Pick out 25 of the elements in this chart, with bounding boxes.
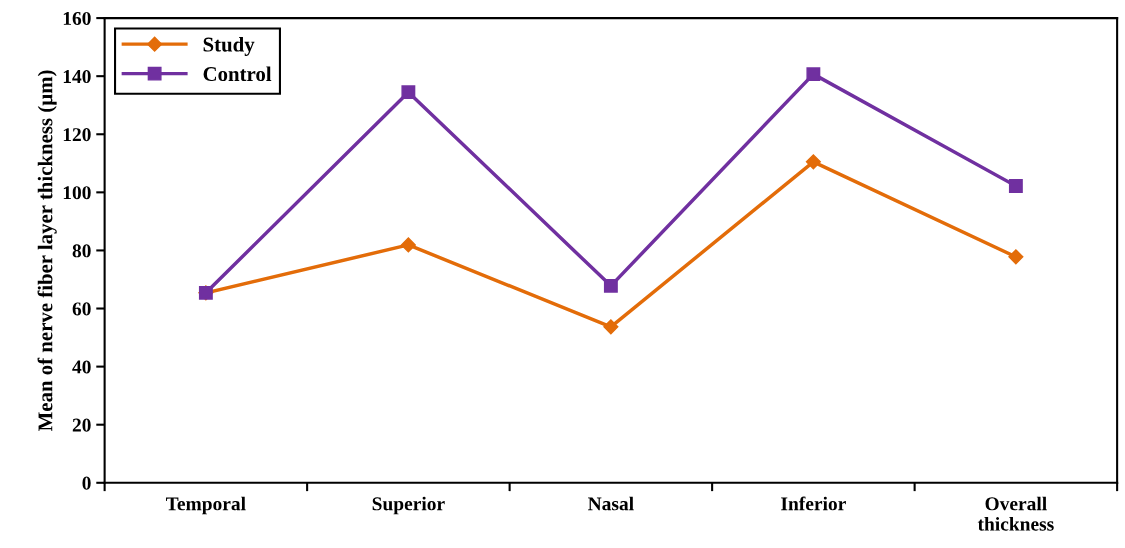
point — [603, 278, 618, 293]
y-tick-label: 40 — [72, 360, 91, 374]
point — [603, 319, 619, 335]
y-tick-label: 140 — [63, 69, 91, 84]
point — [1008, 179, 1023, 193]
x-tick-label: Temporal — [166, 496, 246, 515]
y-tick-label: 160 — [63, 11, 91, 26]
y-tick-label: 0 — [82, 476, 91, 490]
point — [806, 67, 821, 82]
point — [1008, 249, 1024, 265]
legend-label: Control — [203, 66, 272, 82]
point — [400, 237, 416, 253]
x-tick-label: Overall thickness — [977, 496, 1054, 531]
y-tick-label: 80 — [72, 244, 91, 258]
x-tick-label: Superior — [372, 496, 445, 515]
y-tick-label: 20 — [72, 418, 91, 432]
y-tick-label: 60 — [72, 302, 91, 316]
point — [401, 85, 416, 100]
x-tick-label: Inferior — [781, 496, 846, 511]
y-tick-label: 100 — [63, 186, 91, 200]
legend-label: Study — [203, 36, 255, 56]
y-axis-title: Mean of nerve fiber layer thickness (µm) — [37, 70, 57, 432]
y-tick-label: 120 — [63, 128, 91, 142]
point — [805, 154, 821, 170]
x-tick-label: Nasal — [588, 496, 634, 511]
